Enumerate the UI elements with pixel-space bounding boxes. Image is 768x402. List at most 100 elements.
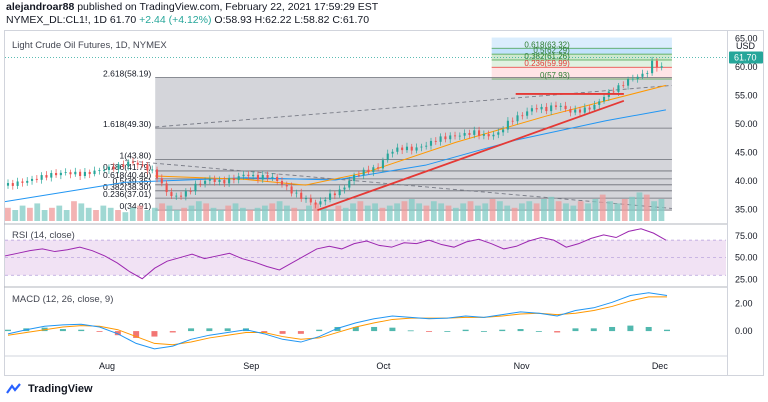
volume-bar bbox=[262, 205, 268, 221]
author-name[interactable]: alejandroar88 bbox=[6, 1, 75, 13]
volume-bar bbox=[372, 203, 378, 221]
price-tick-label: 40.00 bbox=[735, 176, 758, 186]
price-change-label: +2.44 (+4.12%) bbox=[139, 14, 212, 26]
volume-bar bbox=[497, 201, 503, 221]
volume-bar bbox=[416, 203, 423, 221]
macd-line bbox=[7, 292, 668, 350]
volume-bar bbox=[614, 203, 621, 221]
macd-histogram-bar bbox=[462, 329, 469, 332]
candle bbox=[377, 167, 380, 169]
volume-bar bbox=[19, 205, 26, 221]
chart-frame bbox=[4, 30, 764, 376]
volume-bar bbox=[423, 205, 430, 221]
volume-bar bbox=[129, 207, 136, 221]
macd-histogram-bar bbox=[554, 331, 561, 333]
candle bbox=[247, 174, 250, 177]
macd-histogram-bar bbox=[407, 330, 414, 332]
macd-histogram-bar bbox=[444, 331, 451, 332]
macd-histogram-bar bbox=[316, 329, 323, 332]
candle bbox=[50, 173, 53, 178]
candle bbox=[40, 175, 43, 180]
macd-histogram-bar bbox=[5, 329, 11, 332]
volume-bar bbox=[144, 210, 151, 221]
price-tick-label: 50.00 bbox=[735, 119, 758, 129]
macd-signal-line bbox=[7, 296, 667, 346]
candle bbox=[6, 183, 10, 186]
candle bbox=[574, 109, 577, 113]
candle bbox=[588, 107, 591, 110]
candle bbox=[155, 169, 159, 179]
published-text: published on TradingView.com, February 2… bbox=[74, 1, 379, 13]
candle bbox=[612, 91, 615, 93]
tradingview-logo[interactable]: TradingView bbox=[6, 383, 93, 395]
macd-histogram-bar bbox=[371, 326, 378, 332]
candle bbox=[136, 162, 139, 165]
volume-bar bbox=[195, 201, 202, 221]
volume-bar bbox=[438, 203, 445, 221]
macd-histogram-bar bbox=[188, 328, 195, 332]
candle bbox=[468, 133, 471, 135]
volume-bar bbox=[335, 205, 342, 221]
volume-bar bbox=[350, 203, 356, 221]
volume-bar bbox=[115, 210, 121, 221]
rsi-line bbox=[4, 228, 667, 280]
candle bbox=[492, 134, 495, 137]
candle bbox=[651, 60, 654, 74]
volume-bar bbox=[254, 207, 261, 221]
publish-header: alejandroar88 published on TradingView.c… bbox=[6, 1, 378, 13]
volume-bar bbox=[621, 199, 628, 221]
candle bbox=[550, 105, 553, 112]
volume-bar bbox=[100, 205, 107, 221]
volume-bar bbox=[533, 203, 540, 221]
candle bbox=[26, 180, 29, 183]
macd-histogram-bar bbox=[645, 326, 652, 332]
fib-level-label: 0.236(37.01) bbox=[103, 189, 151, 199]
price-tick-label: 60.00 bbox=[735, 62, 758, 72]
candle bbox=[353, 174, 356, 181]
volume-bar bbox=[210, 207, 217, 221]
candle bbox=[45, 175, 48, 178]
volume-bar bbox=[5, 207, 11, 221]
fib-upper-label: 0.236(59.99) bbox=[524, 59, 570, 68]
candle bbox=[535, 108, 538, 110]
candle bbox=[578, 109, 582, 113]
candle bbox=[151, 169, 154, 171]
candle bbox=[554, 105, 558, 107]
candle bbox=[362, 169, 365, 176]
price-tick-label: 65.00 bbox=[735, 34, 758, 44]
fib-level-label: 1.618(49.30) bbox=[103, 119, 151, 129]
time-tick-label: Aug bbox=[99, 361, 115, 371]
volume-bar bbox=[511, 207, 518, 221]
volume-bar bbox=[232, 203, 239, 221]
macd-histogram-bar bbox=[389, 327, 396, 332]
time-tick-label: Nov bbox=[514, 361, 531, 371]
fib-level-label: 0.786(41.79) bbox=[103, 162, 151, 172]
candle bbox=[559, 105, 562, 107]
candle bbox=[458, 135, 461, 137]
fib-level-label: 0.618(40.40) bbox=[103, 170, 151, 180]
candle bbox=[127, 161, 130, 167]
macd-histogram-bar bbox=[352, 326, 359, 332]
candle bbox=[367, 169, 370, 173]
volume-bar bbox=[570, 205, 577, 221]
price-tick-label: 35.00 bbox=[735, 205, 758, 215]
macd-histogram-bar bbox=[169, 331, 176, 333]
candle bbox=[348, 180, 351, 188]
candle bbox=[79, 171, 82, 176]
fib-upper-zone bbox=[491, 60, 672, 68]
volume-bar bbox=[85, 207, 92, 221]
candle bbox=[386, 153, 389, 161]
macd-title: MACD (12, 26, close, 9) bbox=[12, 294, 113, 305]
volume-bar bbox=[328, 210, 334, 221]
volume-bar bbox=[651, 201, 657, 221]
candle bbox=[35, 178, 38, 180]
dashed-trendline-upper bbox=[155, 84, 672, 128]
macd-histogram-bar bbox=[78, 329, 85, 332]
candle bbox=[232, 178, 235, 180]
candle bbox=[545, 106, 548, 112]
volume-bar bbox=[408, 199, 415, 221]
volume-bar bbox=[181, 207, 188, 221]
volume-bar bbox=[460, 203, 467, 221]
volume-bar bbox=[188, 205, 195, 221]
